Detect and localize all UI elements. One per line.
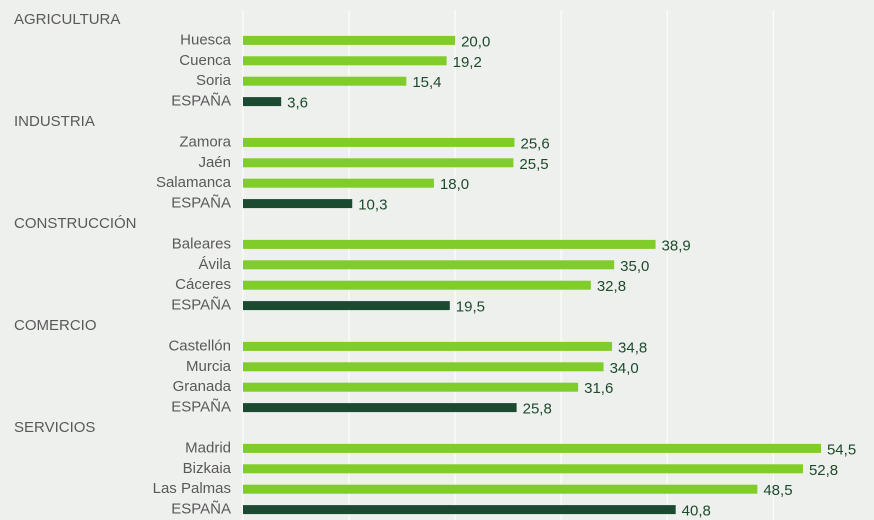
value-label: 40,8 — [682, 503, 711, 520]
category-label: Cáceres — [175, 276, 231, 293]
bar — [243, 341, 613, 351]
category-label: ESPAÑA — [171, 195, 231, 212]
bar — [243, 239, 656, 249]
category-label: Ávila — [198, 256, 231, 273]
value-label: 52,8 — [809, 462, 838, 479]
value-label: 34,0 — [610, 360, 639, 377]
bar — [243, 178, 434, 188]
value-label: 38,9 — [662, 237, 691, 254]
category-label: Granada — [173, 378, 232, 395]
value-label: 25,8 — [523, 401, 552, 418]
bar — [243, 137, 515, 147]
bar — [243, 382, 579, 392]
category-label: Zamora — [179, 133, 231, 150]
bar — [243, 76, 407, 86]
category-label: Baleares — [172, 235, 231, 252]
category-label: Salamanca — [156, 174, 232, 191]
bar — [243, 280, 591, 290]
bar — [243, 443, 821, 453]
value-label: 32,8 — [597, 278, 626, 295]
bar — [243, 35, 456, 45]
group-label: COMERCIO — [14, 317, 97, 334]
bar — [243, 260, 615, 270]
category-label: Huesca — [180, 31, 232, 48]
category-label: Soria — [196, 72, 232, 89]
value-label: 3,6 — [287, 95, 308, 112]
value-label: 15,4 — [412, 74, 441, 91]
bar — [243, 484, 758, 494]
group-label: SERVICIOS — [14, 419, 95, 436]
value-label: 54,5 — [827, 441, 856, 458]
category-label: Las Palmas — [153, 480, 231, 497]
bar — [243, 362, 604, 372]
value-label: 48,5 — [763, 482, 792, 499]
bar — [243, 56, 447, 66]
value-label: 10,3 — [358, 197, 387, 214]
bar — [243, 199, 353, 209]
value-label: 31,6 — [584, 380, 613, 397]
category-label: Murcia — [186, 358, 232, 375]
bar — [243, 97, 282, 107]
value-label: 34,8 — [618, 339, 647, 356]
group-label: AGRICULTURA — [14, 11, 120, 28]
category-label: Jaén — [198, 154, 231, 171]
bar — [243, 505, 676, 515]
value-label: 25,5 — [519, 156, 548, 173]
bar — [243, 301, 450, 311]
category-label: ESPAÑA — [171, 93, 231, 110]
category-label: ESPAÑA — [171, 399, 231, 416]
value-label: 25,6 — [520, 135, 549, 152]
value-label: 18,0 — [440, 176, 469, 193]
value-label: 20,0 — [461, 33, 490, 50]
category-label: Madrid — [185, 439, 231, 456]
value-label: 19,2 — [453, 54, 482, 71]
group-label: INDUSTRIA — [14, 113, 95, 130]
category-label: Castellón — [168, 337, 231, 354]
value-label: 35,0 — [620, 258, 649, 275]
bar — [243, 464, 803, 474]
category-label: Cuenca — [179, 52, 231, 69]
bar — [243, 158, 514, 168]
category-label: ESPAÑA — [171, 297, 231, 314]
category-label: Bizkaia — [183, 460, 232, 477]
value-label: 19,5 — [456, 299, 485, 316]
bar — [243, 403, 517, 413]
category-label: ESPAÑA — [171, 501, 231, 518]
group-label: CONSTRUCCIÓN — [14, 215, 137, 232]
